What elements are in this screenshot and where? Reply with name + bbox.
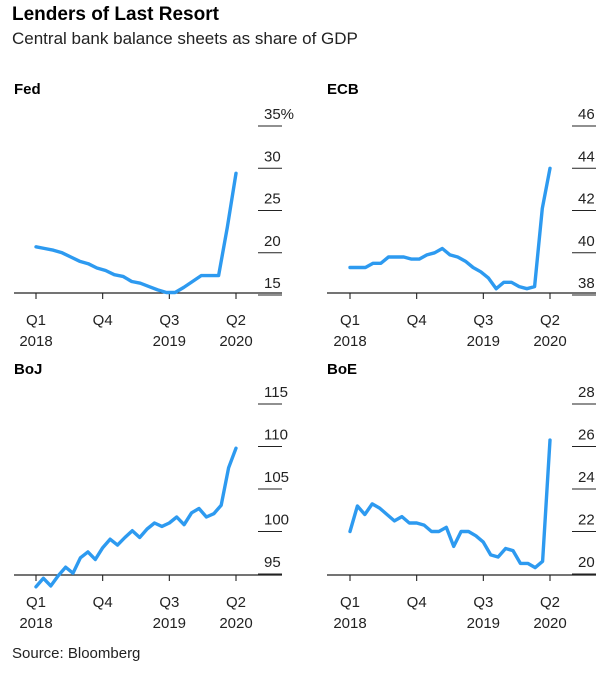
x-tick-label: Q4 bbox=[93, 594, 113, 611]
y-tick-label: 30 bbox=[264, 148, 281, 165]
y-tick-label: 24 bbox=[578, 469, 595, 486]
y-tick-label: 35% bbox=[264, 106, 294, 123]
chart-title: Lenders of Last Resort bbox=[12, 4, 219, 25]
x-tick-year: 2020 bbox=[533, 615, 566, 632]
y-tick-label: 22 bbox=[578, 512, 595, 529]
x-tick-year: 2018 bbox=[333, 333, 366, 350]
x-tick-label: Q3 bbox=[159, 594, 179, 611]
source-note: Source: Bloomberg bbox=[12, 645, 141, 662]
x-tick-label: Q1 bbox=[26, 312, 46, 329]
x-tick-label: Q2 bbox=[226, 594, 246, 611]
x-tick-year: 2019 bbox=[153, 615, 186, 632]
x-tick-label: Q3 bbox=[159, 312, 179, 329]
x-tick-year: 2018 bbox=[333, 615, 366, 632]
x-tick-year: 2019 bbox=[467, 333, 500, 350]
x-tick-year: 2020 bbox=[219, 615, 252, 632]
y-tick-label: 115 bbox=[264, 384, 288, 401]
x-tick-label: Q4 bbox=[407, 312, 427, 329]
x-tick-year: 2018 bbox=[19, 615, 52, 632]
x-tick-label: Q3 bbox=[473, 312, 493, 329]
panel-title-boj: BoJ bbox=[14, 361, 42, 378]
panel-fed: Fed 35% 30 25 20 15 Q1 2018 Q4 Q3 2019 Q2 2020 bbox=[14, 81, 294, 350]
y-tick-label: 25 bbox=[264, 191, 281, 208]
y-tick-label: 105 bbox=[264, 469, 289, 486]
x-tick-year: 2019 bbox=[153, 333, 186, 350]
y-tick-label: 26 bbox=[578, 427, 595, 444]
y-tick-label: 100 bbox=[264, 512, 289, 529]
y-tick-label: 40 bbox=[578, 233, 595, 250]
x-tick-year: 2020 bbox=[219, 333, 252, 350]
panel-boe: BoE 28 26 24 22 20 Q1 2018 Q4 Q3 2019 Q2 2020 bbox=[327, 361, 596, 632]
x-tick-label: Q3 bbox=[473, 594, 493, 611]
panel-title-boe: BoE bbox=[327, 361, 357, 378]
panel-title-fed: Fed bbox=[14, 81, 41, 98]
series-line-boj bbox=[34, 446, 238, 589]
x-tick-year: 2020 bbox=[533, 333, 566, 350]
y-tick-label: 15 bbox=[264, 275, 281, 292]
x-tick-label: Q4 bbox=[93, 312, 113, 329]
x-tick-label: Q2 bbox=[540, 594, 560, 611]
y-tick-label: 20 bbox=[264, 233, 281, 250]
x-tick-year: 2019 bbox=[467, 615, 500, 632]
x-tick-label: Q1 bbox=[340, 594, 360, 611]
x-tick-label: Q2 bbox=[226, 312, 246, 329]
x-tick-label: Q4 bbox=[407, 594, 427, 611]
y-tick-label: 28 bbox=[578, 384, 595, 401]
y-tick-label: 110 bbox=[264, 427, 288, 444]
x-tick-label: Q1 bbox=[340, 312, 360, 329]
y-tick-label: 42 bbox=[578, 191, 595, 208]
y-tick-label: 20 bbox=[578, 554, 595, 571]
series-line-ecb bbox=[348, 166, 552, 291]
x-tick-label: Q1 bbox=[26, 594, 46, 611]
x-tick-year: 2018 bbox=[19, 333, 52, 350]
y-tick-label: 44 bbox=[578, 148, 595, 165]
y-tick-label: 95 bbox=[264, 554, 281, 571]
y-tick-label: 38 bbox=[578, 275, 595, 292]
panel-ecb: ECB 46 44 42 40 38 Q1 2018 Q4 Q3 2019 Q2 2020 bbox=[327, 81, 596, 350]
series-line-fed bbox=[34, 171, 238, 295]
panel-title-ecb: ECB bbox=[327, 81, 359, 98]
x-tick-label: Q2 bbox=[540, 312, 560, 329]
panel-boj: BoJ 115 110 105 100 95 Q1 2018 Q4 Q3 2019 Q2 2020 bbox=[14, 361, 289, 632]
chart-subtitle: Central bank balance sheets as share of … bbox=[12, 29, 358, 48]
y-tick-label: 46 bbox=[578, 106, 595, 123]
series-line-boe bbox=[348, 438, 552, 570]
